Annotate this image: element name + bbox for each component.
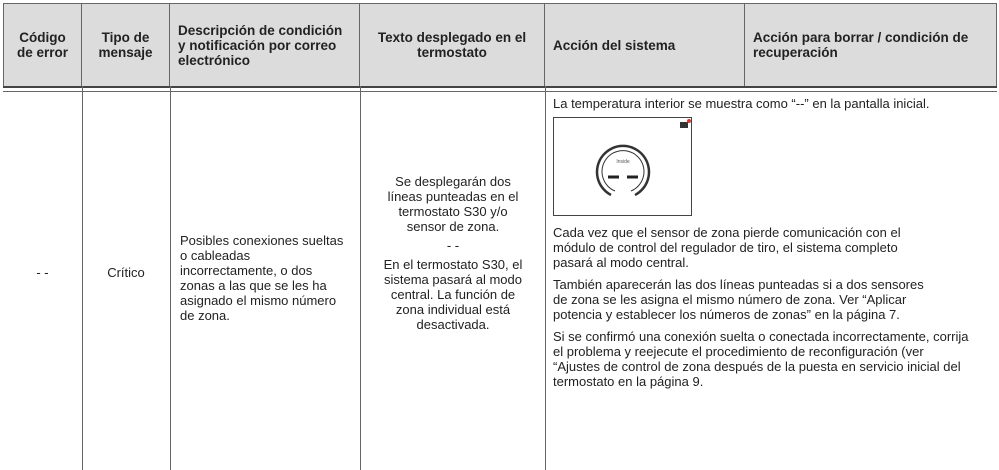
divider (170, 86, 171, 470)
text: También aparecerán las dos líneas puntea… (553, 277, 924, 322)
header-cell: Acción para borrar / condición de recupe… (745, 4, 997, 86)
border (3, 3, 997, 4)
divider (545, 86, 546, 470)
text: En el termostato S30, el sistema pasará … (383, 257, 523, 332)
header-cell: Texto desplegado en el termostato (360, 4, 545, 86)
text: La temperatura interior se muestra como … (553, 96, 930, 111)
header-rule (3, 86, 997, 88)
cell-code: - - (36, 265, 49, 280)
thermostat-image: Inside (553, 117, 692, 216)
cell-display: Se desplegarán dos líneas punteadas en e… (378, 174, 528, 339)
text: Si se confirmó una conexión suelta o con… (553, 329, 969, 389)
image-label: Inside (616, 159, 630, 165)
divider (82, 86, 83, 470)
cell-type: Crítico (107, 265, 145, 280)
header-cell: Descripción de condición y notificación … (170, 4, 360, 86)
text: - - (446, 238, 460, 253)
divider (360, 86, 361, 470)
text: Se desplegarán dos líneas punteadas en e… (387, 174, 519, 234)
paragraphs: Cada vez que el sensor de zona pierde co… (553, 225, 969, 389)
cell-description: Posibles conexiones sueltas o cableadas … (180, 233, 344, 323)
cell-action: La temperatura interior se muestra como … (553, 96, 988, 396)
header-cell: Tipo de mensaje (82, 4, 170, 86)
header-cell: Código de error (3, 4, 82, 86)
row-rule (3, 91, 997, 92)
text: Cada vez que el sensor de zona pierde co… (553, 225, 901, 270)
header-cell: Acción del sistema (545, 4, 745, 86)
